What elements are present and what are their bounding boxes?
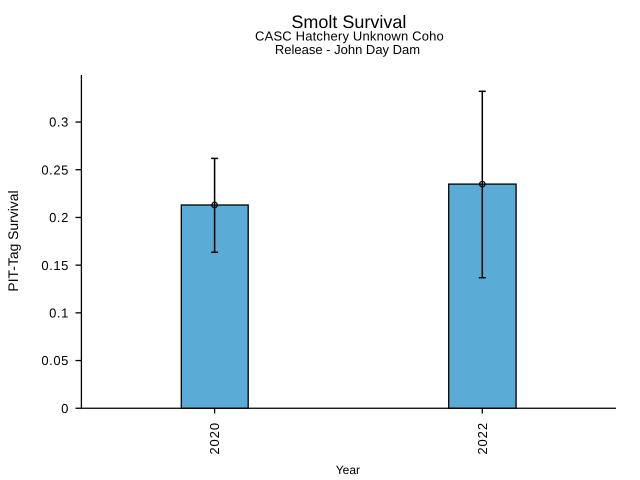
svg-text:2022: 2022	[475, 422, 490, 455]
svg-text:0.1: 0.1	[49, 305, 69, 320]
svg-text:CASC Hatchery Unknown Coho: CASC Hatchery Unknown Coho	[255, 29, 444, 44]
svg-text:Smolt Survival: Smolt Survival	[291, 12, 406, 32]
svg-text:0.05: 0.05	[41, 353, 69, 368]
svg-text:PIT-Tag Survival: PIT-Tag Survival	[5, 190, 21, 291]
svg-text:0.25: 0.25	[41, 162, 69, 177]
svg-text:0.2: 0.2	[49, 210, 69, 225]
svg-text:0.15: 0.15	[41, 258, 69, 273]
svg-text:Year: Year	[336, 463, 360, 477]
svg-text:Release - John Day Dam: Release - John Day Dam	[275, 42, 420, 57]
svg-text:2020: 2020	[207, 422, 222, 455]
svg-text:0.3: 0.3	[49, 115, 69, 130]
svg-text:0: 0	[61, 401, 69, 416]
